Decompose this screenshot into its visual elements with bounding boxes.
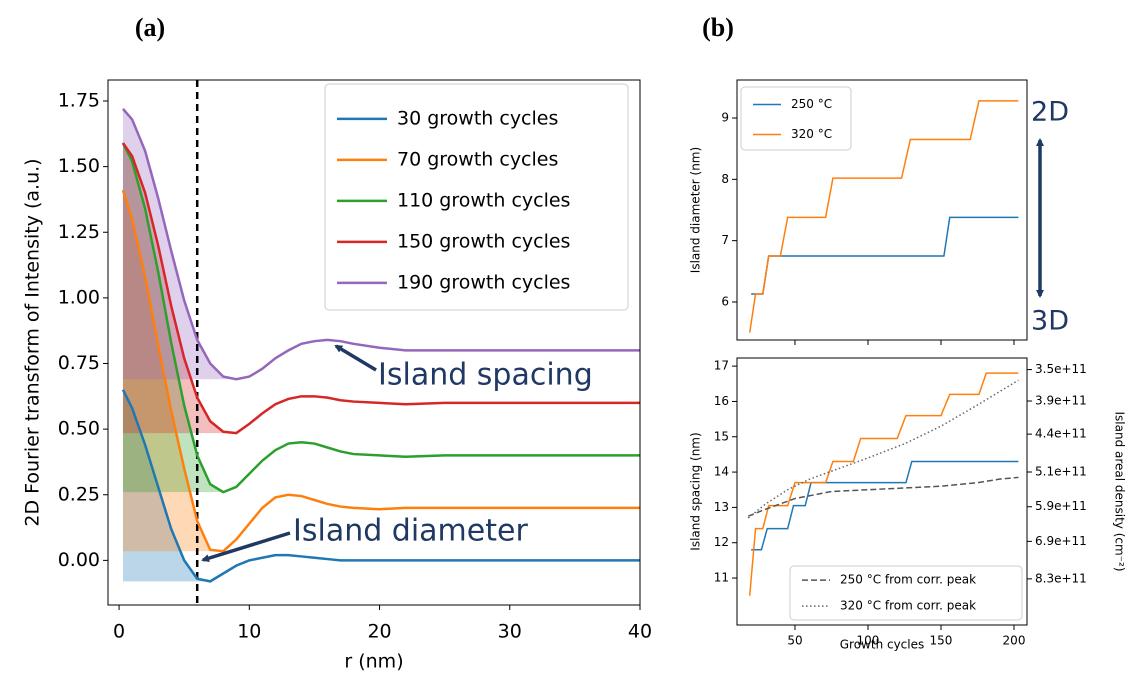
x-tick-label: 0 [113, 621, 125, 643]
y-tick-label: 8 [721, 172, 729, 186]
y-tick-label: 13 [714, 500, 729, 514]
y2-tick-label: 3.5e+11 [1035, 362, 1087, 376]
line [751, 216, 1019, 295]
x-tick-label: 50 [787, 634, 802, 648]
y2-tick-label: 6.9e+11 [1035, 534, 1087, 548]
y-tick-label: 1.00 [58, 286, 100, 308]
y-axis-label: Island spacing (nm) [689, 432, 703, 550]
y2-tick-label: 5.9e+11 [1035, 499, 1087, 513]
legend-label: 250 °C from corr. peak [840, 573, 976, 587]
line [751, 460, 1019, 551]
y-tick-label: 1.75 [58, 90, 100, 112]
axes-frame [736, 357, 1028, 626]
y2-tick-label: 4.4e+11 [1035, 427, 1087, 441]
annotation-arrow [201, 531, 291, 563]
annotation: 3D [1031, 306, 1069, 337]
y-tick-label: 17 [714, 359, 729, 373]
panel-label: (b) [702, 13, 734, 42]
line [747, 379, 1019, 519]
annotation: Island spacing [378, 358, 593, 393]
line [122, 108, 640, 381]
fill-area [122, 143, 237, 434]
line [121, 142, 640, 494]
y2-axis-label: Island areal density (cm⁻²) [1113, 411, 1127, 571]
x-tick-label: 40 [628, 621, 652, 643]
legend-label: 250 °C [791, 97, 832, 111]
y-tick-label: 11 [714, 571, 729, 585]
x-tick-label: 10 [237, 621, 261, 643]
line [121, 142, 640, 435]
y-tick-label: 9 [721, 111, 729, 125]
x-tick-label: 150 [930, 634, 953, 648]
axes-frame [107, 79, 641, 606]
legend-label: 150 growth cycles [397, 230, 570, 252]
line [747, 476, 1019, 517]
y-tick-label: 7 [721, 233, 729, 247]
legend-label: 110 growth cycles [397, 189, 570, 211]
fill-area [122, 389, 211, 582]
y-tick-label: 6 [721, 294, 729, 308]
legend-box [324, 83, 629, 311]
x-axis-label: Growth cycles [840, 638, 925, 652]
annotation: Island diameter [293, 514, 528, 549]
legend-label: 70 growth cycles [397, 148, 558, 170]
y-tick-label: 14 [714, 465, 729, 479]
y-tick-label: 1.50 [58, 155, 100, 177]
line [748, 372, 1019, 596]
legend-label: 30 growth cycles [397, 107, 558, 129]
line [748, 100, 1019, 333]
legend-label: 320 °C [791, 127, 832, 141]
y-tick-label: 16 [714, 394, 729, 408]
legend-label: 320 °C from corr. peak [840, 599, 976, 613]
y-tick-label: 1.25 [58, 221, 100, 243]
line [121, 389, 640, 583]
annotation-arrow [334, 344, 377, 372]
legend-box [789, 565, 1023, 621]
y-tick-label: 0.50 [58, 418, 100, 440]
y-tick-label: 0.25 [58, 483, 100, 505]
y-axis-label: Island diameter (nm) [689, 147, 703, 273]
legend-label: 190 growth cycles [397, 271, 570, 293]
x-tick-label: 20 [367, 621, 391, 643]
y2-tick-label: 8.3e+11 [1035, 571, 1087, 585]
y-tick-label: 15 [714, 429, 729, 443]
annotation: 2D [1031, 97, 1069, 128]
line [121, 189, 640, 553]
y-tick-label: 12 [714, 535, 729, 549]
axes-frame [736, 79, 1028, 341]
y-tick-label: 0.00 [58, 549, 100, 571]
y-axis-label: 2D Fourier transform of Intensity (a.u.) [22, 158, 44, 526]
fill-area [122, 190, 224, 552]
panel-label: (a) [135, 13, 165, 42]
fill-area [122, 143, 224, 493]
x-axis-label: r (nm) [344, 651, 403, 673]
x-tick-label: 200 [1003, 634, 1026, 648]
y2-tick-label: 3.9e+11 [1035, 394, 1087, 408]
x-tick-label: 30 [498, 621, 522, 643]
x-tick-label: 100 [857, 634, 880, 648]
y2-tick-label: 5.1e+11 [1035, 465, 1087, 479]
y-tick-label: 0.75 [58, 352, 100, 374]
